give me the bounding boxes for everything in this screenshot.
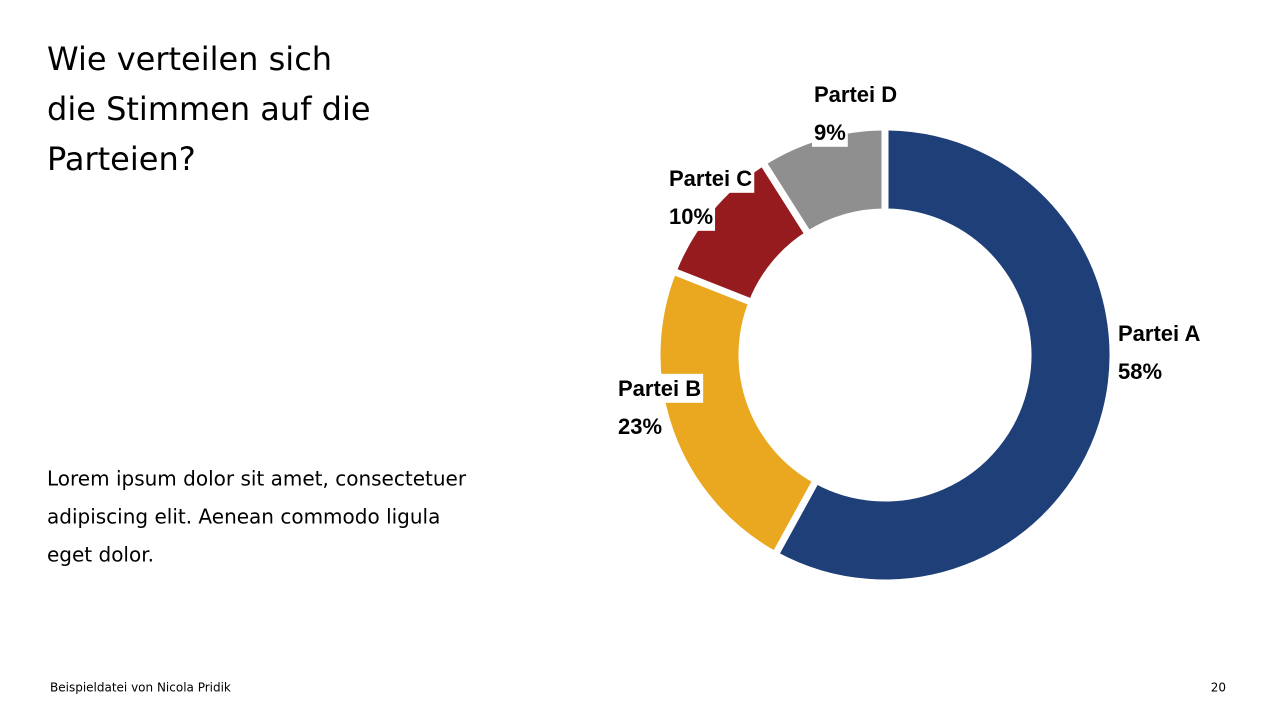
slice-category-label: Partei D (814, 82, 897, 107)
label-background (1116, 318, 1203, 348)
title-line: Parteien? (47, 140, 196, 178)
slice-value-label: 10% (669, 204, 713, 229)
title-line: die Stimmen auf die (47, 90, 371, 128)
label-background (667, 163, 755, 193)
slice-category-label: Partei B (618, 376, 701, 401)
label-background (667, 201, 716, 231)
slice-category-label: Partei A (1118, 321, 1200, 346)
slice (653, 266, 821, 560)
slice (770, 123, 1117, 587)
body-line: eget dolor. (47, 543, 154, 567)
footer: Beispieldatei von Nicola Pridik (50, 681, 231, 695)
title-line: Wie verteilen sich (47, 40, 332, 78)
slice-value-label: 58% (1118, 359, 1162, 384)
label-background (812, 117, 848, 147)
slice-value-label: 23% (618, 414, 662, 439)
slice (757, 123, 889, 240)
donut-chart: Partei A 58% Partei B 23% Partei C 10% Partei … (616, 79, 1203, 587)
body-line: adipiscing elit. Aenean commodo ligula (47, 505, 440, 529)
label-background (616, 373, 704, 403)
page-number: 20 (1211, 681, 1226, 695)
label-background (616, 411, 665, 441)
body-line: Lorem ipsum dolor sit amet, consectetuer (47, 467, 467, 491)
slice-value-label: 9% (814, 120, 846, 145)
label-background (812, 79, 900, 109)
label-background (1116, 356, 1165, 386)
slice-category-label: Partei C (669, 166, 752, 191)
